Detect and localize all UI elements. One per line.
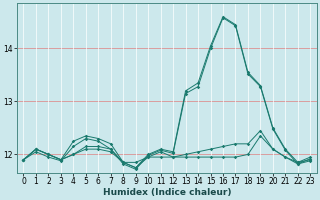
- X-axis label: Humidex (Indice chaleur): Humidex (Indice chaleur): [103, 188, 231, 197]
